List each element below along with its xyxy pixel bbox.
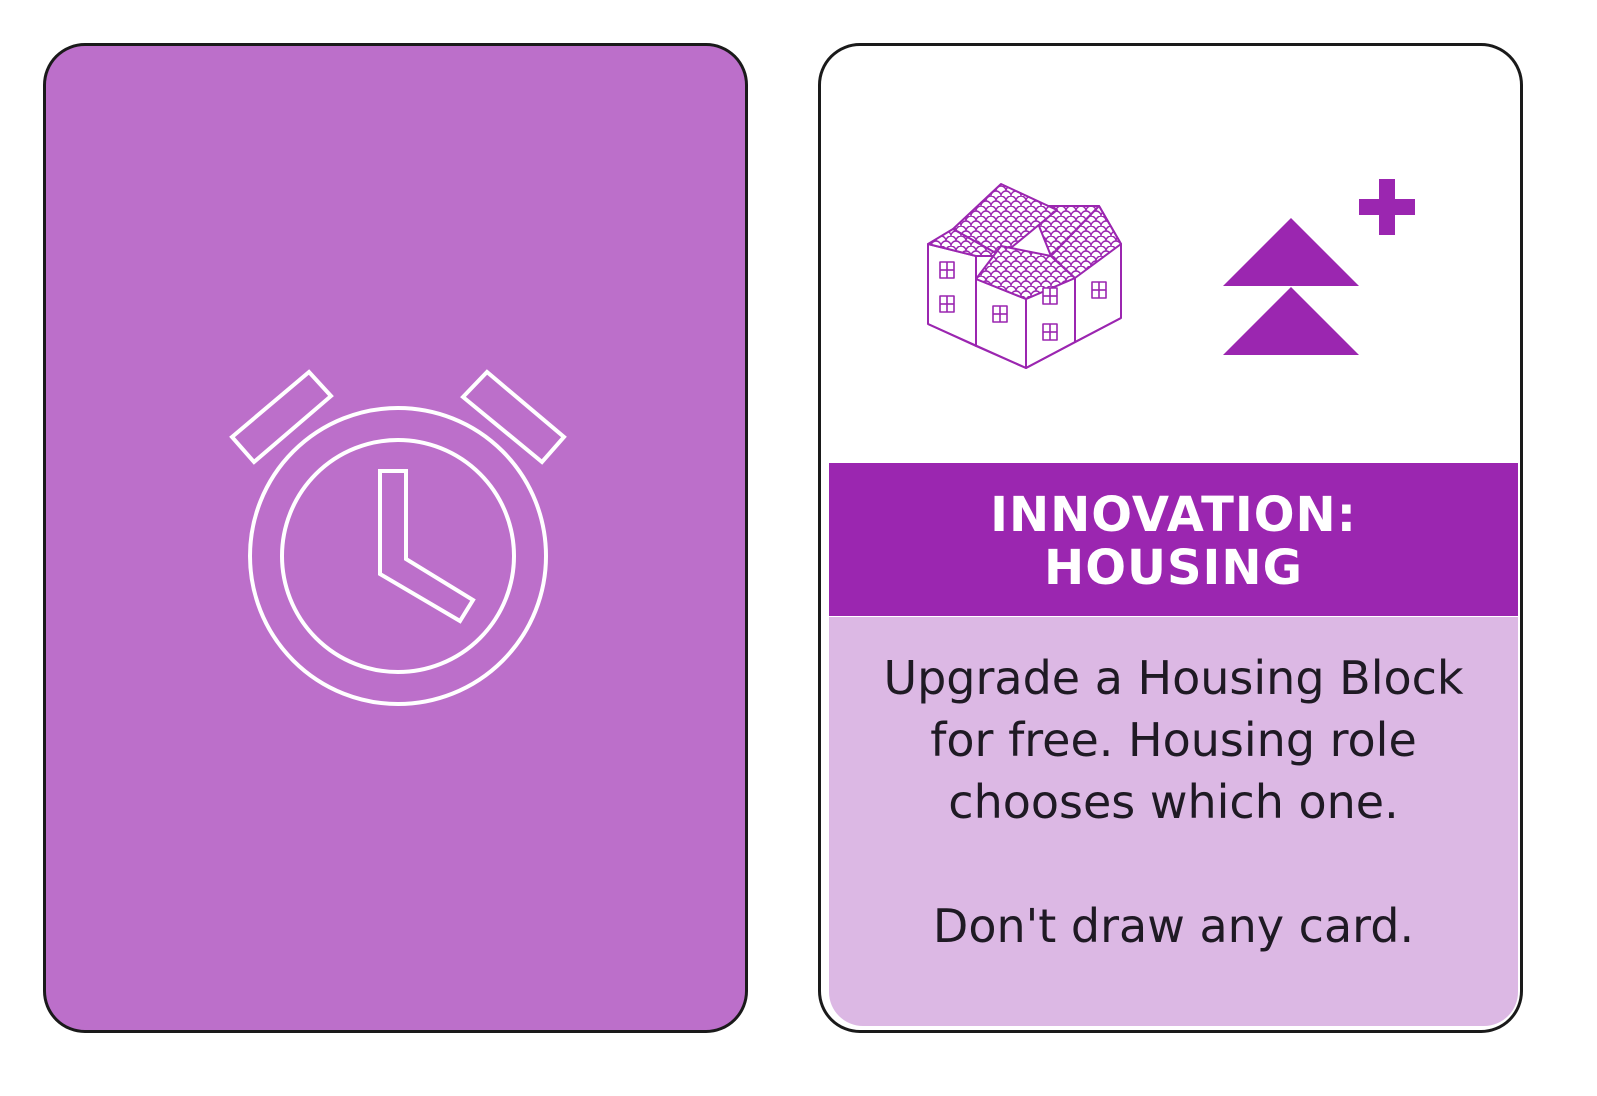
up-arrow-top [1223, 218, 1359, 286]
card-note-text: Don't draw any card. [932, 899, 1415, 953]
card-back[interactable] [43, 43, 748, 1033]
upgrade-arrows-plus-icon [1223, 179, 1415, 355]
housing-block-icon [927, 183, 1122, 369]
card-title-band: INNOVATION: HOUSING [829, 463, 1518, 616]
clock-hands [378, 469, 476, 624]
plus-icon [1359, 179, 1415, 235]
clock-inner-ring [280, 438, 516, 674]
card-body-text: Upgrade a Housing Block for free. Housin… [883, 651, 1464, 829]
card-title-line-2: HOUSING [1044, 540, 1303, 596]
alarm-clock-icon [229, 369, 567, 706]
clock-outer-ring [248, 406, 548, 706]
card-front-icons [927, 179, 1415, 369]
card-front[interactable]: INNOVATION: HOUSING Upgrade a Housing Bl… [818, 43, 1523, 1033]
card-body-panel: Upgrade a Housing Block for free. Housin… [829, 617, 1518, 1026]
card-title-line-1: INNOVATION: [990, 487, 1357, 543]
clock-bell-left [229, 369, 334, 465]
up-arrow-bottom [1223, 287, 1359, 355]
clock-bell-right [460, 369, 567, 465]
card-title: INNOVATION: HOUSING [990, 489, 1357, 595]
